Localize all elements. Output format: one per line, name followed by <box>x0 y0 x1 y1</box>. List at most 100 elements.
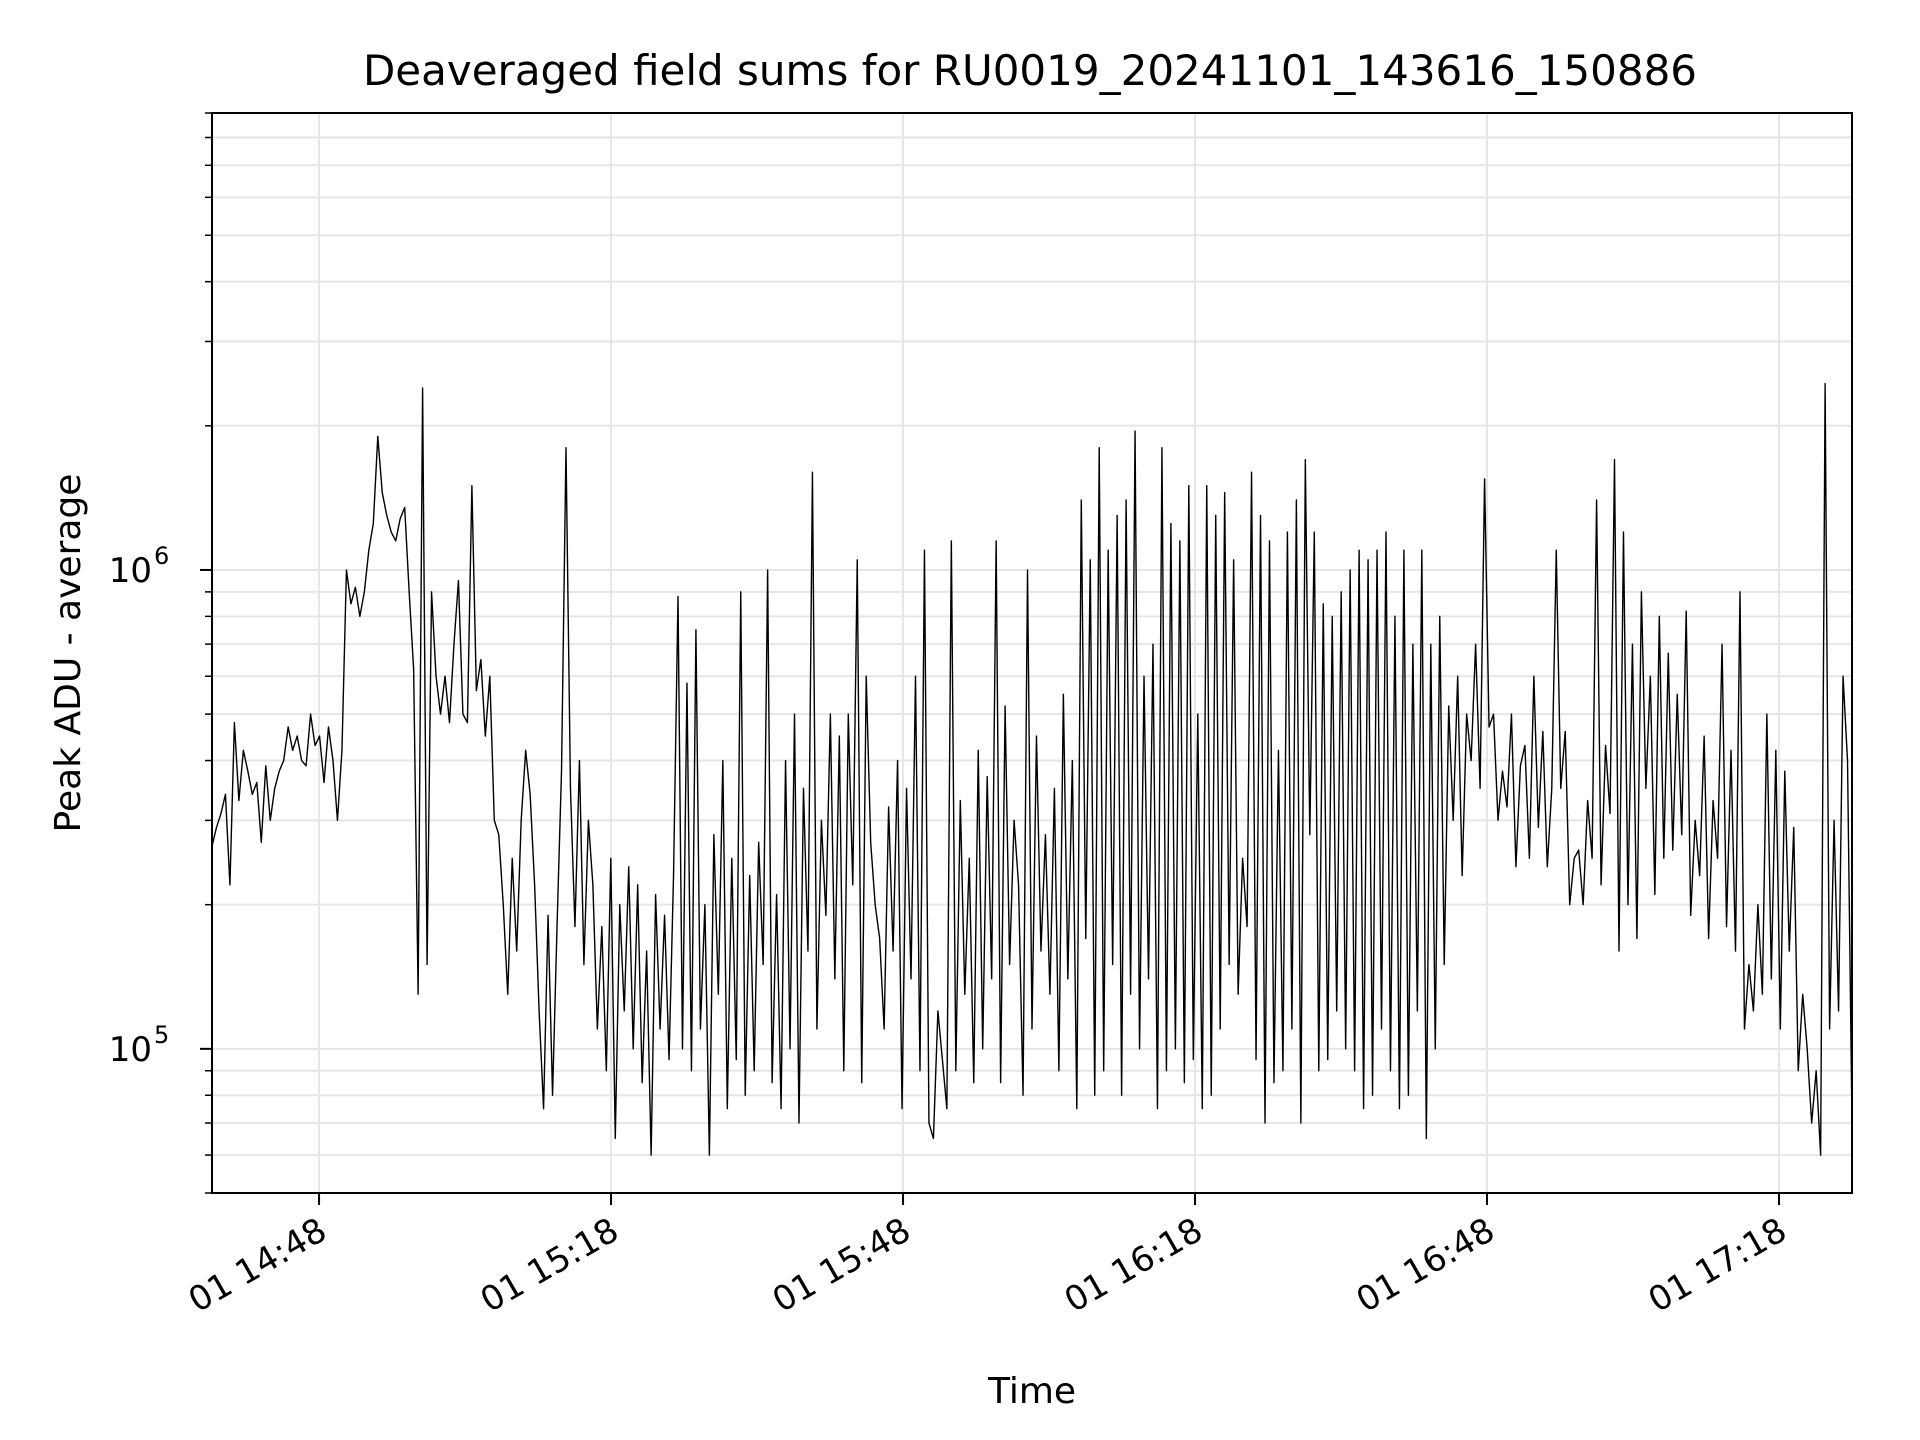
data-point <box>955 1070 956 1071</box>
data-point <box>888 806 889 807</box>
data-point <box>704 904 705 905</box>
data-point <box>1363 1108 1364 1109</box>
data-point <box>1399 1108 1400 1109</box>
data-point <box>1771 978 1772 979</box>
data-point <box>1318 1070 1319 1071</box>
data-point <box>1242 858 1243 859</box>
data-point <box>659 1028 660 1029</box>
data-point <box>749 875 750 876</box>
data-point <box>449 722 450 723</box>
data-point <box>346 569 347 570</box>
data-point <box>1421 550 1422 551</box>
data-point <box>1385 531 1386 532</box>
data-point <box>310 714 311 715</box>
data-point <box>503 904 504 905</box>
data-point <box>1618 950 1619 951</box>
data-point <box>1103 1070 1104 1071</box>
data-point <box>1233 559 1234 560</box>
data-point <box>1045 834 1046 835</box>
data-point <box>1188 485 1189 486</box>
data-point <box>1677 694 1678 695</box>
data-point <box>1789 950 1790 951</box>
data-point <box>1744 1028 1745 1029</box>
data-point <box>1587 800 1588 801</box>
data-point <box>794 714 795 715</box>
data-point <box>1547 866 1548 867</box>
data-point <box>220 813 221 814</box>
data-point <box>1426 1138 1427 1139</box>
data-point <box>601 926 602 927</box>
data-point <box>1609 813 1610 814</box>
data-point <box>1457 676 1458 677</box>
data-point <box>700 1028 701 1029</box>
data-point <box>695 629 696 630</box>
data-point <box>897 760 898 761</box>
data-point <box>1206 485 1207 486</box>
data-point <box>996 540 997 541</box>
data-point <box>1255 1059 1256 1060</box>
data-point <box>1372 1095 1373 1096</box>
data-point <box>821 820 822 821</box>
data-point <box>655 894 656 895</box>
series-line-peak-adu <box>211 382 1853 1156</box>
data-point <box>283 760 284 761</box>
data-point <box>556 926 557 927</box>
data-point <box>978 750 979 751</box>
data-point <box>498 834 499 835</box>
data-point <box>1506 806 1507 807</box>
data-point <box>592 884 593 885</box>
data-point <box>1650 676 1651 677</box>
data-point <box>763 964 764 965</box>
data-point <box>668 1059 669 1060</box>
data-point <box>1412 644 1413 645</box>
data-point <box>960 800 961 801</box>
data-point <box>1515 866 1516 867</box>
data-point <box>1376 550 1377 551</box>
data-point <box>942 1059 943 1060</box>
data-point <box>301 760 302 761</box>
data-point <box>1134 430 1135 431</box>
data-point <box>892 950 893 951</box>
data-point <box>1269 540 1270 541</box>
data-point <box>812 472 813 473</box>
data-point <box>910 978 911 979</box>
data-point <box>467 722 468 723</box>
y-tick-label-exponent: 5 <box>154 1021 169 1049</box>
data-point <box>879 938 880 939</box>
data-point <box>727 1108 728 1109</box>
data-point <box>1488 726 1489 727</box>
data-point <box>583 964 584 965</box>
data-point <box>1390 1070 1391 1071</box>
x-axis-label: Time <box>987 1371 1076 1412</box>
y-tick-label: 10 <box>109 551 152 591</box>
data-point <box>803 788 804 789</box>
data-point <box>1027 569 1028 570</box>
data-point <box>574 926 575 927</box>
data-point <box>1152 644 1153 645</box>
data-point <box>247 771 248 772</box>
data-point <box>319 735 320 736</box>
data-point <box>1072 760 1073 761</box>
data-point <box>798 1122 799 1123</box>
data-point <box>1067 978 1068 979</box>
data-point <box>1681 834 1682 835</box>
data-point <box>350 603 351 604</box>
data-point <box>1462 875 1463 876</box>
data-point <box>435 676 436 677</box>
data-point <box>364 591 365 592</box>
data-point <box>1184 1082 1185 1083</box>
data-point <box>1148 978 1149 979</box>
data-point <box>1143 676 1144 677</box>
data-point <box>462 714 463 715</box>
data-point <box>1197 714 1198 715</box>
data-point <box>1699 875 1700 876</box>
data-point <box>1099 447 1100 448</box>
data-point <box>413 669 414 670</box>
data-point <box>1215 515 1216 516</box>
data-point <box>530 794 531 795</box>
data-point <box>642 1082 643 1083</box>
data-point <box>1117 515 1118 516</box>
data-point <box>1013 820 1014 821</box>
data-point <box>494 820 495 821</box>
